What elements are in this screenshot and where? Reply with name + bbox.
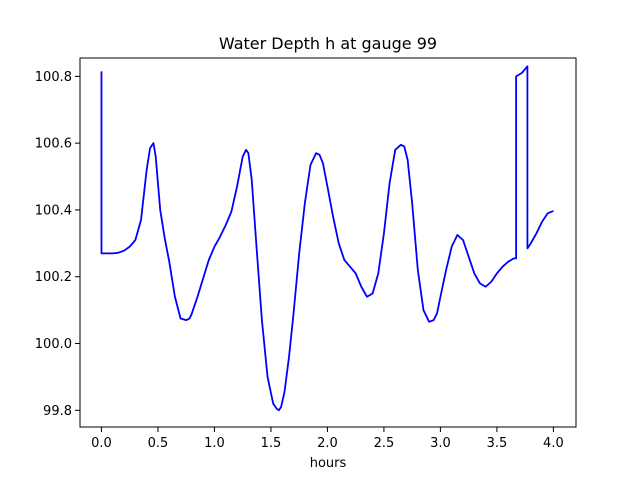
x-tick-label: 0.0 <box>91 436 112 451</box>
y-axis-ticks: 99.8 100.0 100.2 100.4 100.6 100.8 <box>35 70 80 419</box>
x-axis-ticks: 0.0 0.5 1.0 1.5 2.0 2.5 3.0 3.5 4.0 <box>91 427 564 451</box>
y-tick-label: 100.4 <box>35 203 72 218</box>
x-tick-label: 4.0 <box>543 436 564 451</box>
x-tick-label: 3.0 <box>430 436 451 451</box>
series-line-water-depth <box>100 65 554 412</box>
x-tick-label: 3.5 <box>487 436 508 451</box>
y-tick-label: 99.8 <box>43 404 72 419</box>
y-tick-label: 100.0 <box>35 337 72 352</box>
plot-background <box>80 58 576 427</box>
x-tick-label: 2.0 <box>317 436 338 451</box>
x-tick-label: 0.5 <box>148 436 169 451</box>
x-tick-label: 1.5 <box>261 436 282 451</box>
x-tick-label: 1.0 <box>204 436 225 451</box>
x-axis-label: hours <box>310 456 347 471</box>
plot-frame <box>79 57 577 428</box>
y-tick-label: 100.2 <box>35 270 72 285</box>
chart-title: Water Depth h at gauge 99 <box>219 34 437 53</box>
y-tick-label: 100.8 <box>35 70 72 85</box>
x-tick-label: 2.5 <box>374 436 395 451</box>
y-tick-label: 100.6 <box>35 137 72 152</box>
